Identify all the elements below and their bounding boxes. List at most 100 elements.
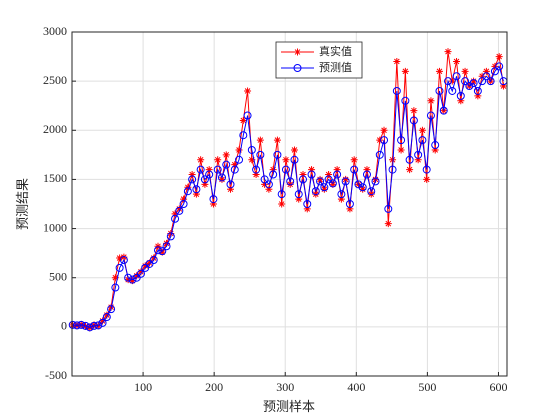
marker — [469, 79, 478, 88]
marker — [183, 187, 192, 196]
marker — [111, 274, 119, 282]
marker — [158, 248, 166, 256]
marker — [197, 156, 205, 164]
marker — [256, 136, 264, 144]
marker — [388, 165, 397, 174]
marker — [461, 77, 470, 86]
marker — [375, 150, 384, 159]
plot-area — [72, 32, 507, 376]
marker — [175, 205, 183, 213]
marker — [205, 170, 214, 179]
marker — [397, 146, 405, 154]
marker — [188, 175, 197, 184]
marker — [444, 48, 452, 56]
marker — [235, 155, 244, 164]
marker — [422, 165, 431, 174]
marker — [214, 156, 222, 164]
marker — [393, 57, 401, 65]
marker — [192, 190, 200, 198]
marker — [392, 86, 401, 95]
marker — [363, 166, 371, 174]
marker — [359, 185, 367, 193]
marker — [264, 180, 273, 189]
marker — [217, 173, 226, 182]
marker — [124, 276, 132, 284]
marker — [409, 116, 418, 125]
marker — [68, 320, 77, 329]
marker — [333, 170, 342, 179]
marker — [345, 200, 354, 208]
marker — [180, 195, 188, 203]
marker — [209, 200, 217, 208]
marker — [230, 165, 239, 174]
marker — [316, 175, 324, 183]
marker — [414, 156, 422, 164]
marker — [376, 136, 384, 144]
marker — [132, 273, 141, 282]
marker — [209, 195, 218, 204]
marker — [171, 214, 180, 223]
marker — [453, 57, 461, 65]
marker — [175, 206, 184, 215]
marker — [435, 86, 444, 95]
marker — [162, 242, 171, 251]
marker — [166, 232, 175, 241]
y-tick-label: -500 — [45, 368, 67, 382]
marker — [107, 305, 116, 314]
marker — [286, 177, 295, 186]
marker — [439, 106, 448, 115]
marker — [405, 155, 414, 164]
marker — [401, 67, 409, 75]
marker — [478, 72, 486, 80]
marker — [384, 220, 392, 228]
marker — [252, 171, 260, 179]
marker — [111, 283, 120, 292]
marker — [384, 204, 393, 213]
marker — [495, 62, 504, 71]
marker — [239, 116, 247, 124]
y-tick-label: 2000 — [43, 122, 67, 136]
marker — [320, 185, 328, 193]
marker — [94, 321, 103, 330]
marker — [141, 262, 149, 270]
marker — [239, 131, 248, 140]
marker — [431, 141, 440, 150]
marker — [362, 170, 371, 179]
marker — [120, 253, 128, 261]
y-tick-label: 3000 — [43, 24, 67, 38]
marker — [341, 177, 350, 186]
marker — [222, 151, 230, 159]
marker — [299, 171, 307, 179]
marker — [474, 92, 482, 100]
marker — [163, 239, 171, 247]
marker — [401, 96, 410, 105]
marker — [196, 165, 205, 174]
marker — [457, 97, 465, 105]
marker — [290, 155, 299, 164]
y-tick-label: 1500 — [43, 171, 67, 185]
marker — [337, 195, 345, 203]
marker — [248, 156, 256, 164]
marker — [213, 165, 222, 174]
marker — [102, 313, 111, 322]
marker — [231, 161, 239, 169]
marker — [478, 77, 487, 86]
marker — [227, 185, 235, 193]
marker — [85, 323, 94, 332]
marker — [389, 156, 397, 164]
marker — [444, 77, 453, 86]
marker — [90, 321, 98, 329]
marker — [303, 200, 312, 208]
marker — [431, 146, 439, 154]
x-tick-label: 300 — [276, 380, 294, 394]
marker — [269, 166, 277, 174]
marker — [380, 136, 389, 145]
x-tick-label: 600 — [489, 380, 507, 394]
marker — [308, 166, 316, 174]
marker — [260, 175, 269, 184]
marker — [244, 87, 252, 95]
marker — [103, 311, 111, 319]
marker — [367, 190, 375, 198]
